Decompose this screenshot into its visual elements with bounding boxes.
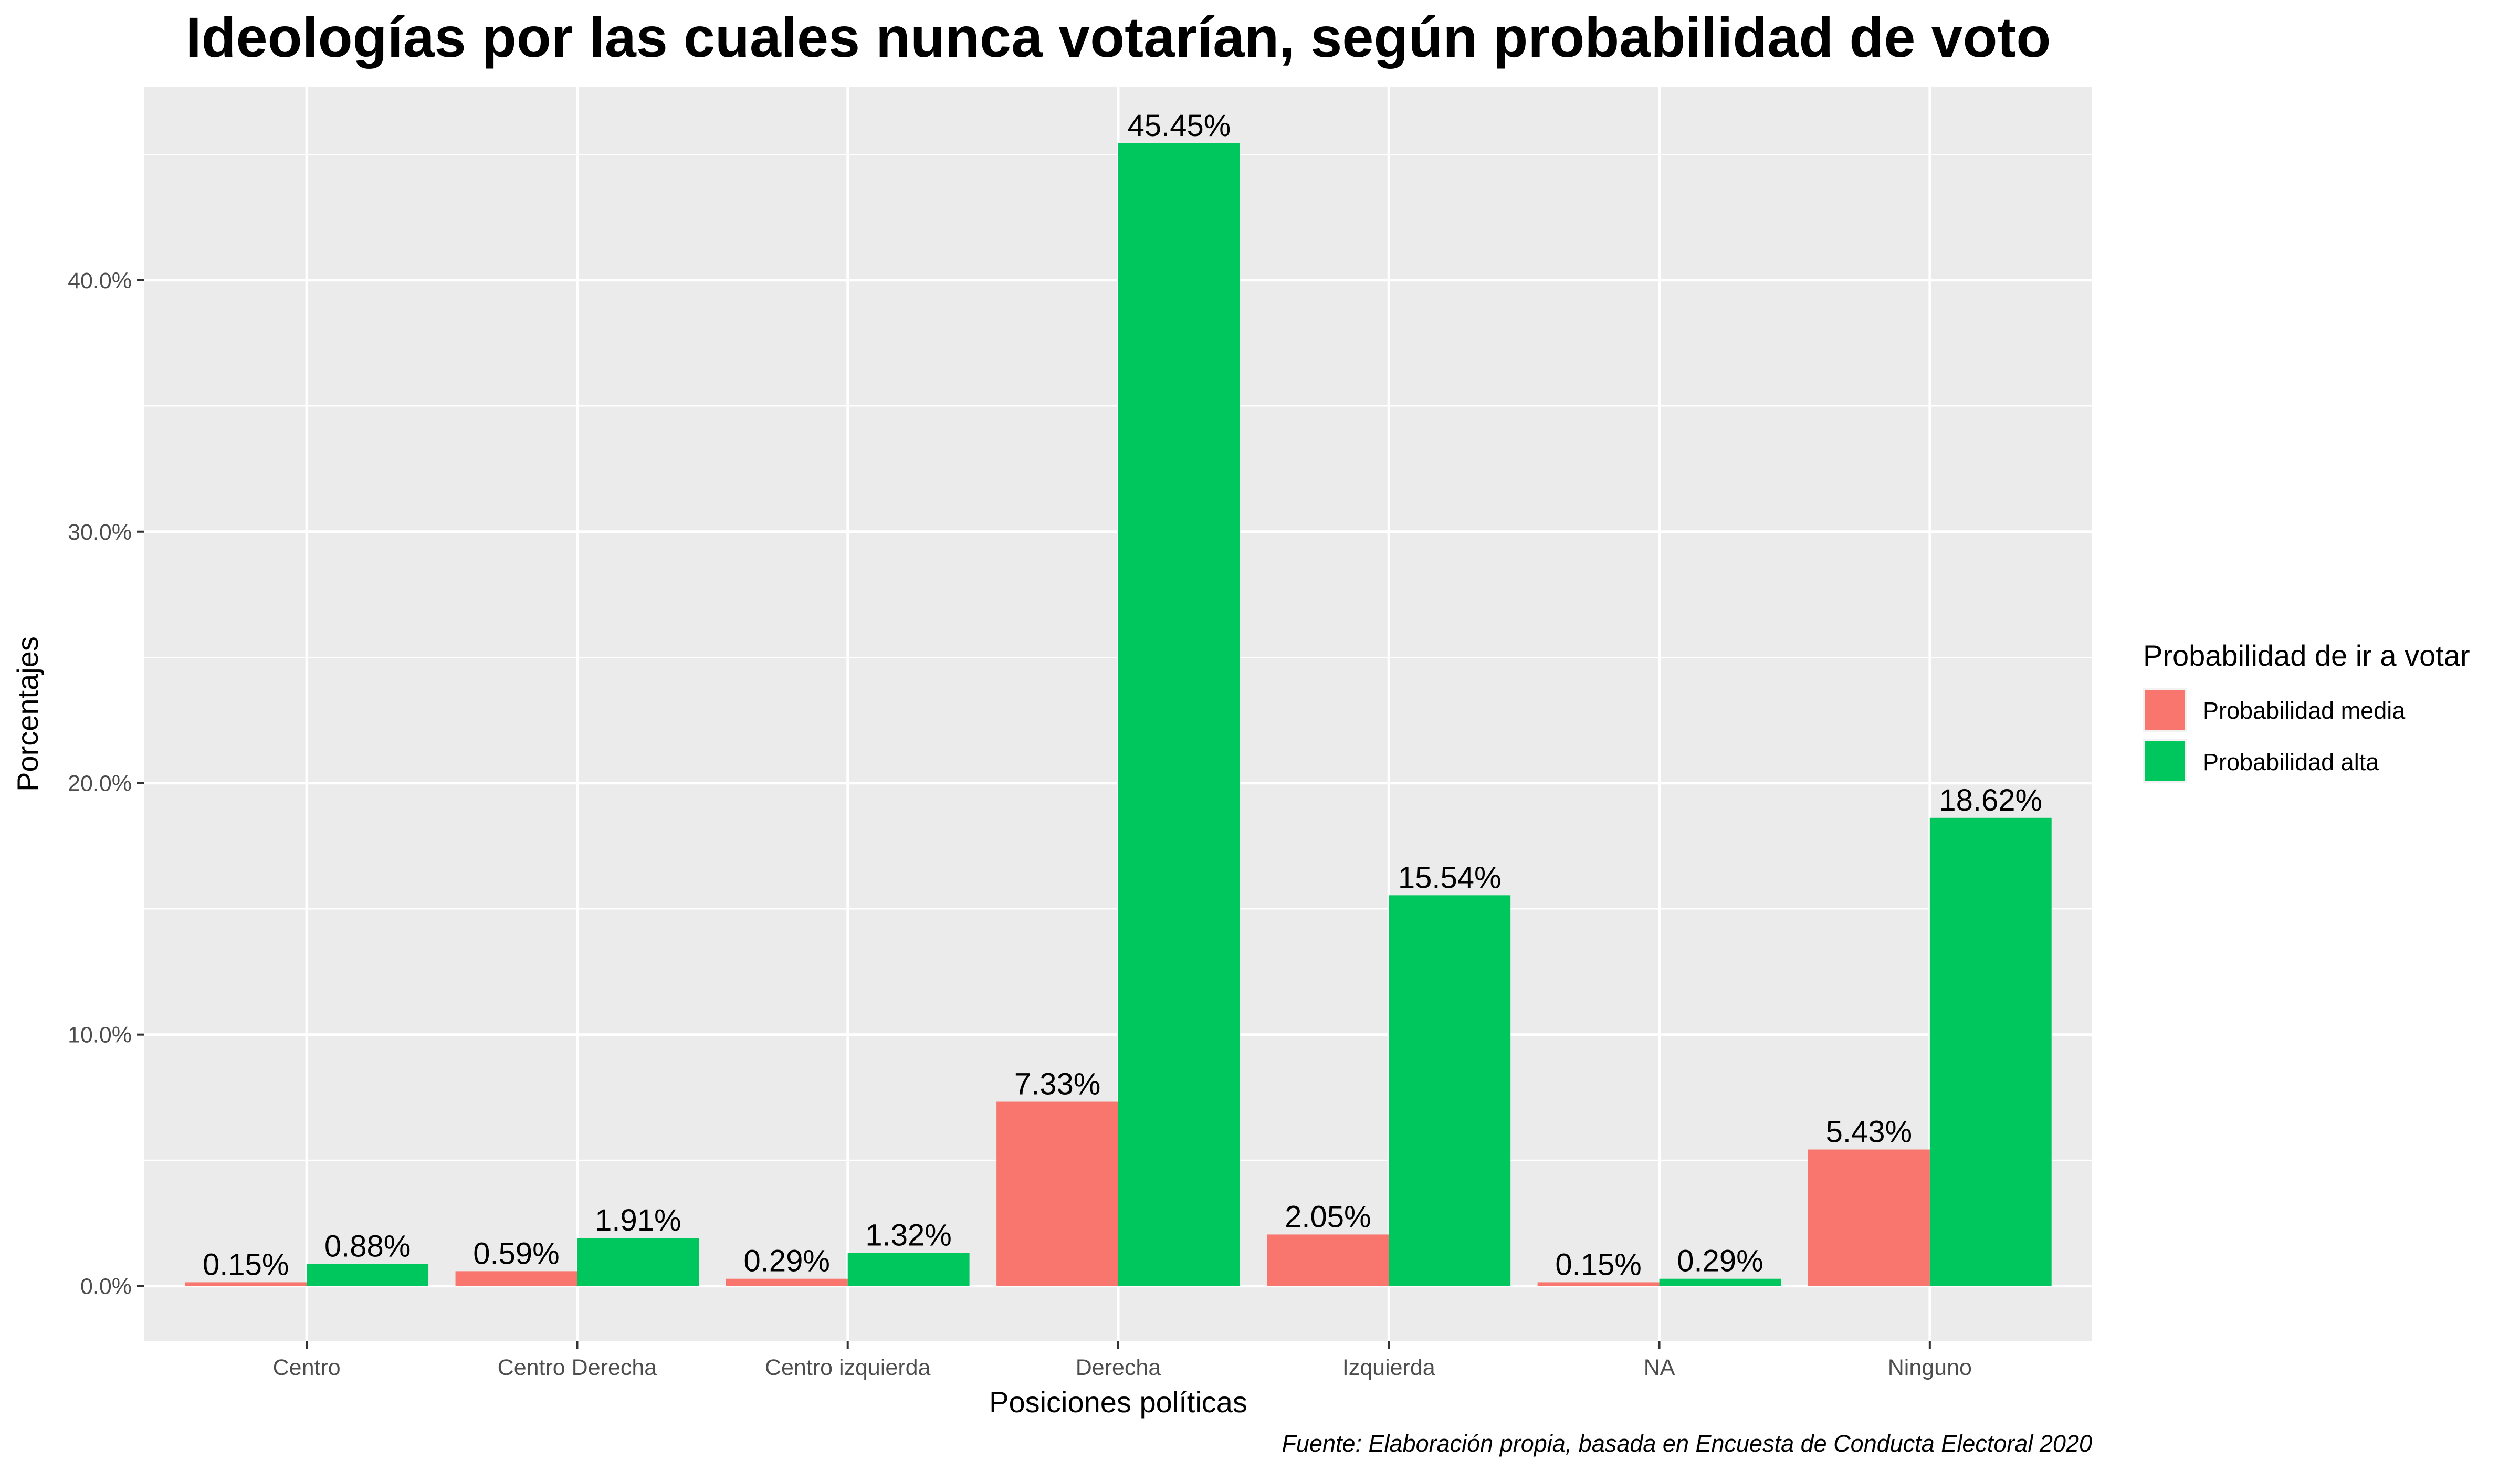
x-axis-title: Posiciones políticas: [989, 1385, 1247, 1419]
legend-label-probabilidad-alta: Probabilidad alta: [2203, 749, 2379, 775]
bar-value-label: 45.45%: [1128, 109, 1231, 143]
bars: [185, 143, 2052, 1286]
legend-title: Probabilidad de ir a votar: [2143, 639, 2470, 672]
bar-value-label: 0.29%: [744, 1244, 830, 1278]
bar-probabilidad-media: [455, 1271, 578, 1286]
bar-value-label: 5.43%: [1826, 1115, 1912, 1149]
legend-swatch-probabilidad-media: [2145, 690, 2185, 730]
source-caption: Fuente: Elaboración propia, basada en En…: [1282, 1430, 2092, 1457]
x-tick-label: NA: [1644, 1355, 1675, 1380]
bar-value-label: 2.05%: [1285, 1200, 1371, 1234]
y-tick-label: 20.0%: [68, 771, 132, 796]
y-tick-label: 40.0%: [68, 268, 132, 293]
bar-probabilidad-alta: [1389, 895, 1511, 1286]
bar-value-label: 1.91%: [595, 1203, 681, 1237]
bar-probabilidad-alta: [1929, 817, 2052, 1286]
bar-labels: 0.15% 0.59% 0.29% 7.33% 2.05% 0.15% 5.43% 0.88%…: [203, 109, 2042, 1282]
bar-probabilidad-alta: [1118, 143, 1240, 1286]
bar-probabilidad-alta: [577, 1238, 699, 1286]
bar-value-label: 0.15%: [203, 1247, 289, 1282]
legend: Probabilidad de ir a votar Probabilidad …: [2143, 639, 2470, 783]
y-tick-label: 30.0%: [68, 520, 132, 545]
bar-probabilidad-alta: [1659, 1278, 1781, 1286]
bar-value-label: 7.33%: [1014, 1067, 1100, 1101]
legend-label-probabilidad-media: Probabilidad media: [2203, 697, 2406, 724]
y-tick-label: 0.0%: [80, 1274, 132, 1299]
x-tick-label: Ninguno: [1888, 1355, 1972, 1380]
bar-probabilidad-media: [1267, 1234, 1389, 1286]
bar-probabilidad-media: [726, 1278, 848, 1286]
bar-value-label: 15.54%: [1398, 860, 1502, 895]
bar-probabilidad-alta: [307, 1264, 429, 1286]
legend-swatch-probabilidad-alta: [2145, 741, 2185, 781]
x-tick-label: Centro Derecha: [498, 1355, 657, 1380]
bar-value-label: 0.29%: [1677, 1244, 1763, 1278]
x-tick-label: Centro izquierda: [765, 1355, 931, 1380]
bar-probabilidad-media: [996, 1101, 1118, 1286]
bar-probabilidad-media: [185, 1282, 307, 1286]
bar-value-label: 1.32%: [865, 1218, 951, 1252]
bar-value-label: 18.62%: [1939, 783, 2042, 817]
x-tick-label: Derecha: [1076, 1355, 1161, 1380]
y-axis: 0.0% 10.0% 20.0% 30.0% 40.0%: [68, 268, 144, 1299]
x-axis: Centro Centro Derecha Centro izquierda Dere…: [273, 1341, 1972, 1380]
y-axis-title: Porcentajes: [11, 636, 44, 792]
y-tick-label: 10.0%: [68, 1023, 132, 1048]
bar-probabilidad-alta: [847, 1253, 970, 1286]
x-tick-label: Centro: [273, 1355, 341, 1380]
chart-title: Ideologías por las cuales nunca votarían…: [186, 5, 2051, 69]
bar-probabilidad-media: [1808, 1149, 1930, 1286]
bar-value-label: 0.15%: [1555, 1247, 1641, 1282]
x-tick-label: Izquierda: [1342, 1355, 1435, 1380]
bar-value-label: 0.59%: [473, 1236, 559, 1270]
bar-value-label: 0.88%: [324, 1229, 411, 1263]
bar-probabilidad-media: [1537, 1282, 1660, 1286]
